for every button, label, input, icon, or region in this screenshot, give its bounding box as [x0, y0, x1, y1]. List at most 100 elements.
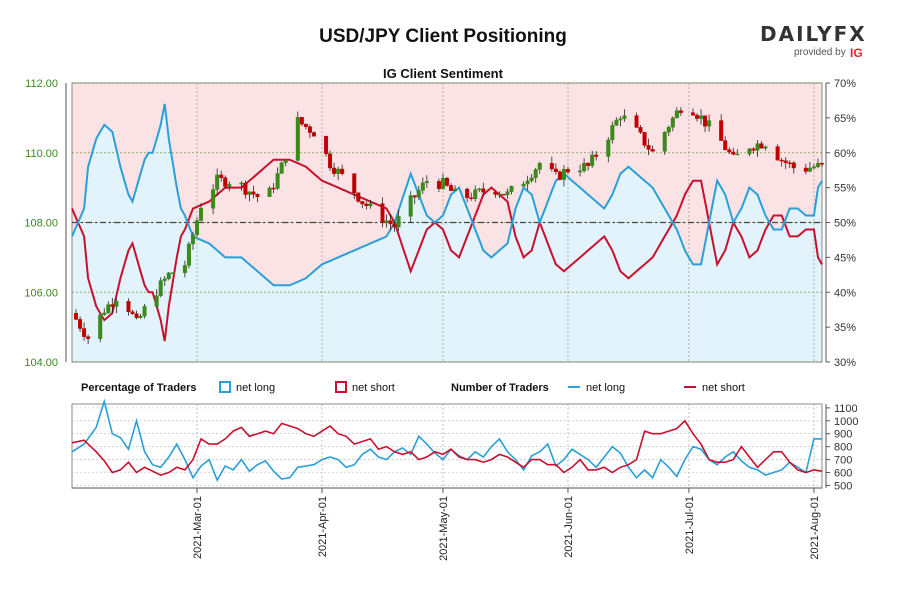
candle-up [247, 191, 252, 195]
candle-up [239, 182, 244, 185]
candle-up [275, 173, 280, 189]
candle-up [114, 301, 119, 307]
candle-down [549, 163, 554, 170]
candle-down [352, 173, 357, 194]
candle-up [336, 168, 341, 174]
sentiment-lines [71, 103, 823, 342]
candle-down [388, 220, 393, 225]
net-long-pct-line [71, 103, 823, 287]
candle-up [295, 117, 300, 161]
candle-up [416, 190, 421, 198]
candle-up [420, 182, 425, 191]
candle-down [594, 154, 599, 157]
candle-up [670, 117, 675, 128]
candle-down [650, 149, 655, 152]
candle-up [606, 139, 611, 157]
date-tick-label: 2021-Aug-01 [809, 496, 821, 560]
candle-down [255, 194, 260, 197]
price-candles [74, 107, 825, 345]
candle-down [553, 168, 558, 172]
candle-up [561, 168, 566, 180]
candle-down [223, 177, 228, 187]
candle-down [803, 167, 808, 172]
legend-count-title: Number of Traders [451, 382, 549, 394]
candle-down [719, 120, 724, 141]
date-tick-label: 2021-May-01 [438, 496, 450, 561]
candle-down [360, 201, 365, 205]
candle-up [610, 125, 615, 141]
price-tick-label: 112.00 [25, 78, 58, 90]
candle-down [703, 115, 708, 127]
candle-up [396, 216, 401, 228]
legend-pct-title: Percentage of Traders [81, 382, 197, 394]
candle-up [622, 115, 627, 119]
count-net-long-line [71, 398, 822, 483]
candle-down [251, 191, 256, 195]
candle-up [815, 163, 820, 167]
candle-up [283, 160, 288, 163]
candle-up [473, 189, 478, 199]
percent-axis: 30% 35% 40% 45% 50% 55% 60% 65% 70% [825, 78, 856, 369]
price-tick-label: 110.00 [25, 148, 58, 160]
legend-count-long-label: net long [586, 382, 625, 394]
candle-down [332, 167, 337, 174]
candle-up [154, 295, 159, 307]
candle-down [791, 162, 796, 169]
candle-down [565, 168, 570, 173]
candle-down [299, 117, 304, 125]
candle-down [469, 197, 474, 199]
candle-down [78, 319, 83, 329]
candle-down [775, 146, 780, 161]
candle-down [642, 132, 647, 146]
candle-up [267, 187, 272, 197]
candle-up [162, 278, 167, 281]
candle-up [368, 203, 373, 207]
date-tick-label: 2021-Jun-01 [563, 496, 575, 558]
candle-down [783, 160, 788, 164]
price-tick-label: 108.00 [24, 218, 58, 230]
candle-up [440, 177, 445, 189]
candle-down [82, 328, 87, 337]
candle-up [190, 234, 195, 245]
candle-down [219, 174, 224, 178]
candle-up [211, 189, 216, 209]
candle-up [199, 208, 204, 221]
dailyfx-logo: DAILYFX provided by IG [756, 22, 876, 62]
candle-up [529, 177, 534, 182]
price-tick-label: 104.00 [24, 357, 58, 369]
candle-down [820, 163, 825, 165]
candle-up [763, 146, 768, 149]
percent-tick-label: 40% [834, 287, 856, 299]
legend-net-short-box [335, 381, 347, 393]
count-tick-label: 900 [834, 429, 852, 441]
candle-down [779, 159, 784, 162]
candle-down [638, 127, 643, 133]
candle-down [759, 143, 764, 149]
candle-down [243, 182, 248, 195]
legend-net-short-label: net short [352, 382, 395, 394]
date-tick-label: 2021-Jul-01 [684, 496, 696, 554]
candle-up [747, 148, 752, 155]
percent-tick-label: 45% [834, 252, 856, 264]
count-tick-label: 600 [834, 467, 852, 479]
candle-up [424, 181, 429, 184]
candle-up [755, 143, 760, 151]
candle-up [811, 166, 816, 169]
date-tick-label: 2021-Mar-01 [192, 496, 204, 559]
legend: Percentage of Traders net long net short… [81, 381, 745, 394]
candle-up [674, 110, 679, 119]
candle-down [380, 203, 385, 223]
percent-tick-label: 30% [834, 357, 856, 369]
candle-up [384, 220, 389, 223]
candle-down [328, 153, 333, 169]
candle-up [707, 120, 712, 127]
candle-up [505, 191, 510, 196]
candle-down [481, 188, 486, 193]
candle-up [279, 162, 284, 174]
candle-up [578, 170, 583, 173]
net-long-fill [72, 103, 822, 363]
price-tick-label: 106.00 [24, 287, 58, 299]
candle-up [618, 118, 623, 121]
